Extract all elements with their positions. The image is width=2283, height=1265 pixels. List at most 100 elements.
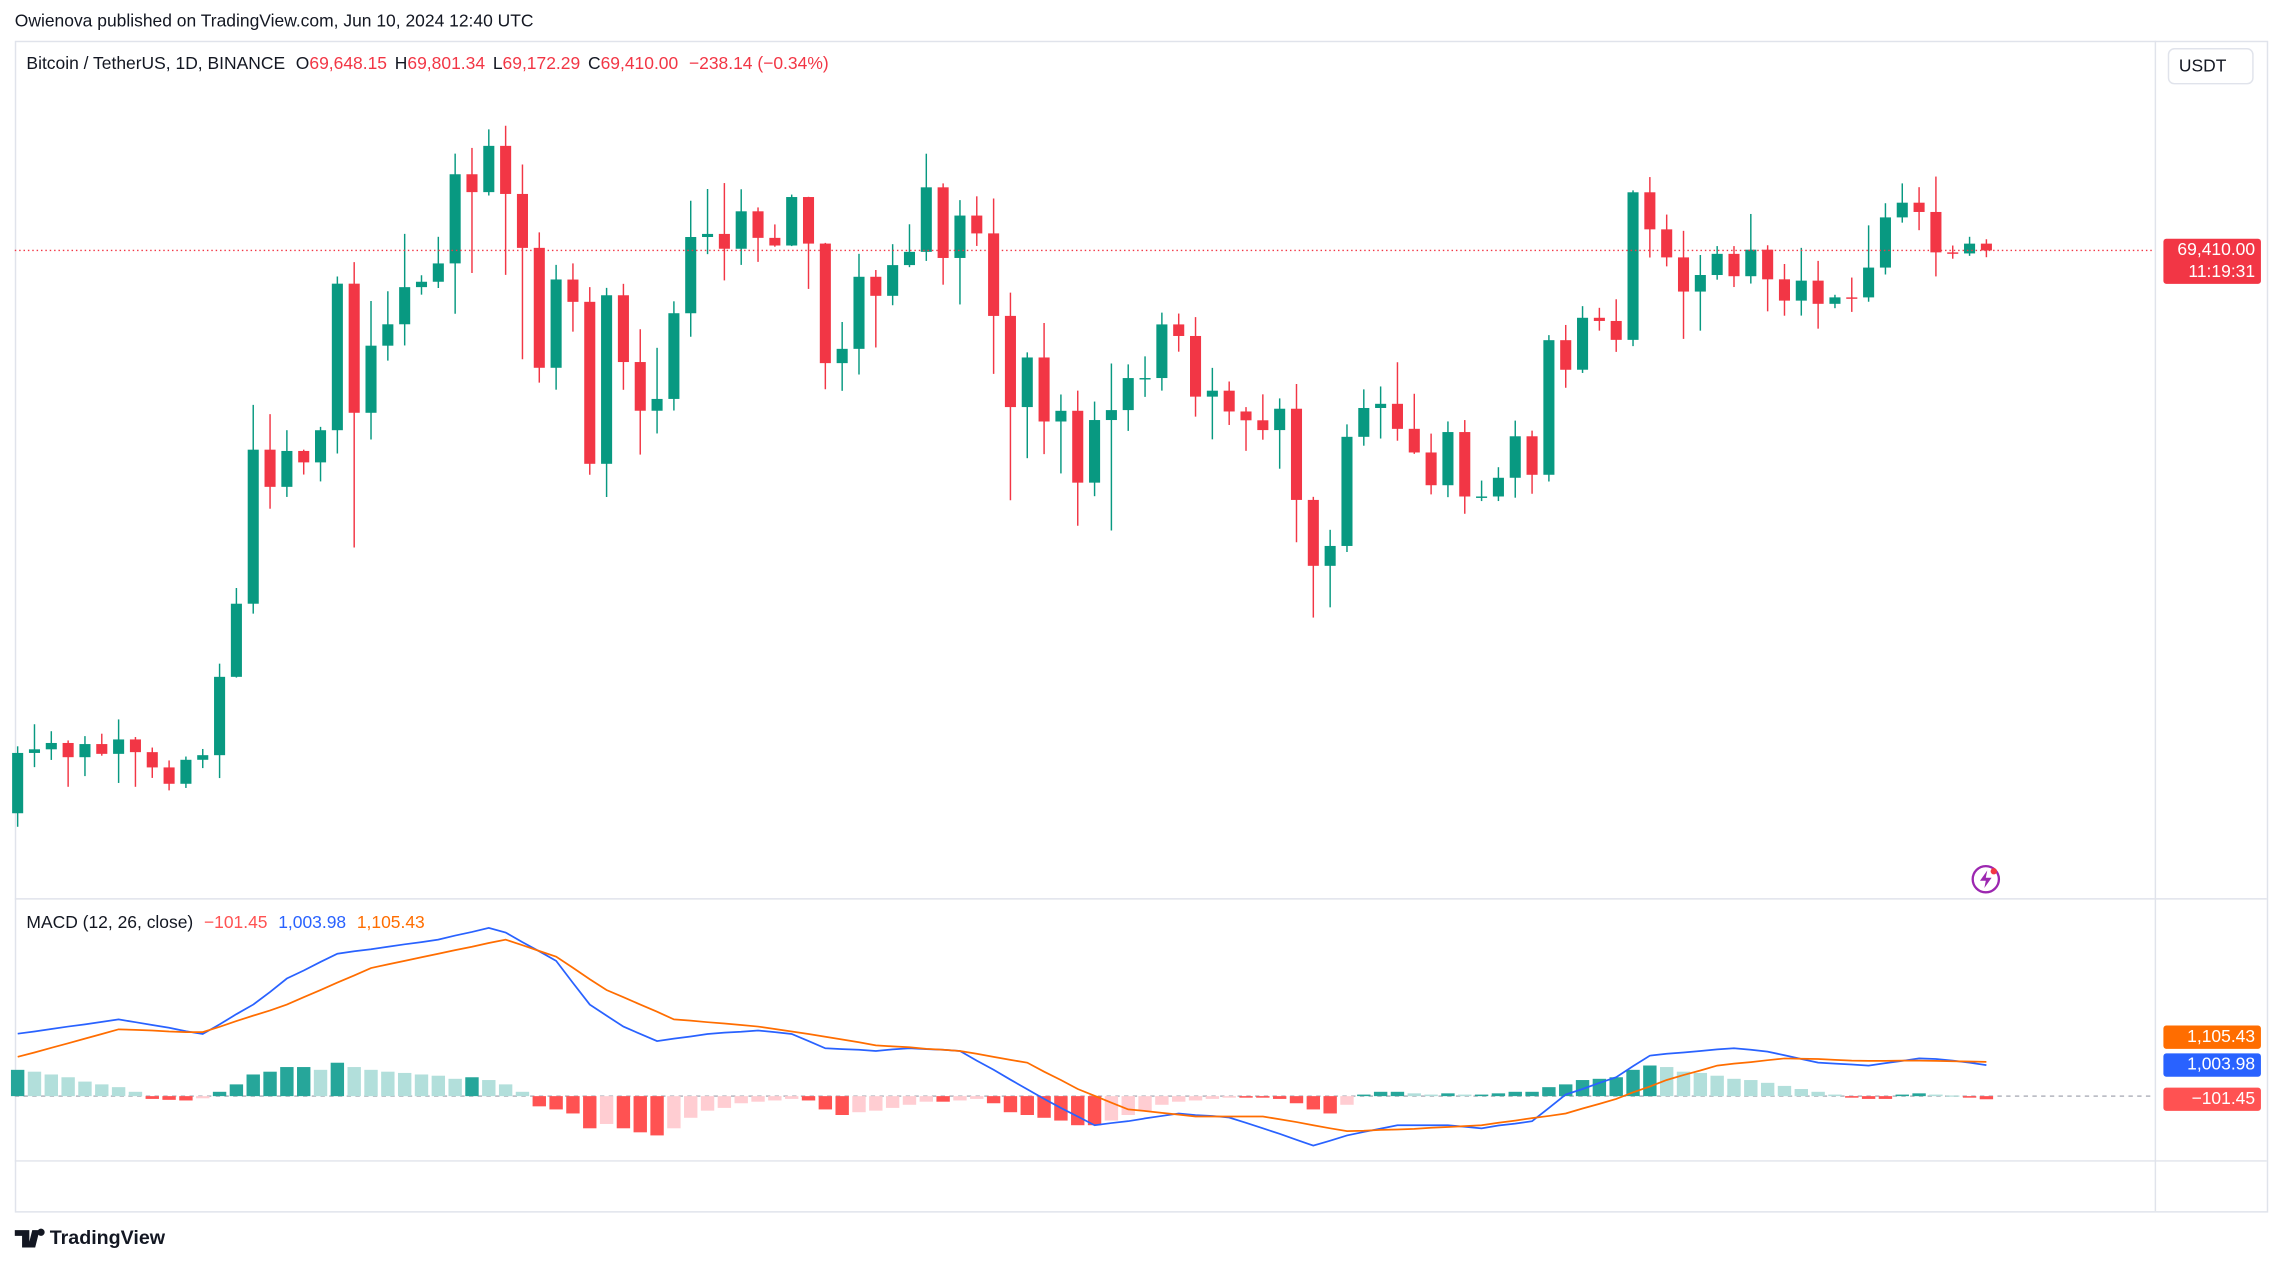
candle-body bbox=[903, 251, 916, 266]
histogram-bar bbox=[1929, 1094, 1943, 1097]
histogram-tag-label: −101.45 bbox=[2192, 1088, 2256, 1108]
candle-body bbox=[533, 247, 545, 368]
symbol-title: Bitcoin / TetherUS, 1D, BINANCE bbox=[26, 53, 285, 73]
histogram-bar bbox=[1424, 1094, 1438, 1097]
candle-body bbox=[702, 233, 714, 238]
histogram-bar bbox=[1323, 1096, 1337, 1114]
signal-value: 1,105.43 bbox=[357, 912, 425, 932]
candle-body bbox=[449, 174, 461, 264]
histogram-bar bbox=[465, 1077, 479, 1097]
histogram-bar bbox=[1306, 1096, 1321, 1110]
candle-body bbox=[1896, 202, 1908, 218]
candle-body bbox=[247, 449, 259, 604]
candle-body bbox=[1257, 420, 1269, 431]
histogram-bar bbox=[1760, 1082, 1775, 1097]
histogram-bar bbox=[768, 1096, 782, 1101]
histogram-bar bbox=[397, 1072, 412, 1097]
histogram-bar bbox=[919, 1096, 933, 1102]
candle-body bbox=[1021, 357, 1033, 408]
histogram-bar bbox=[751, 1096, 765, 1102]
histogram-bar bbox=[1895, 1094, 1909, 1097]
histogram-bar bbox=[1592, 1078, 1607, 1097]
ohlc-value: 69,410.00 bbox=[601, 53, 679, 73]
candle-body bbox=[516, 193, 528, 248]
histogram-bar bbox=[1188, 1096, 1203, 1101]
histogram-bar bbox=[61, 1077, 75, 1097]
histogram-bar bbox=[801, 1096, 816, 1101]
histogram-bar bbox=[196, 1096, 210, 1099]
candle-body bbox=[1105, 410, 1117, 421]
candle-body bbox=[1139, 378, 1151, 380]
candle-body bbox=[1745, 249, 1757, 277]
histogram-bar bbox=[111, 1087, 126, 1097]
candle-body bbox=[12, 752, 24, 814]
histogram-bar bbox=[953, 1096, 967, 1101]
histogram-bar bbox=[684, 1096, 698, 1118]
byline: Owienova published on TradingView.com, J… bbox=[15, 10, 534, 30]
candle-body bbox=[1694, 275, 1706, 292]
histogram-bar bbox=[667, 1096, 681, 1129]
candle-body bbox=[1459, 432, 1471, 497]
histogram-bar bbox=[566, 1096, 580, 1114]
histogram-bar bbox=[1962, 1096, 1977, 1098]
alert-icon[interactable] bbox=[1971, 864, 2001, 894]
currency-button[interactable] bbox=[2167, 48, 2254, 85]
histogram-bar bbox=[818, 1096, 833, 1110]
candle-body bbox=[163, 767, 175, 784]
candle-body bbox=[1980, 243, 1992, 251]
candle-body bbox=[1274, 408, 1286, 431]
candle-body bbox=[1240, 411, 1252, 421]
candle-body bbox=[1173, 324, 1185, 336]
candle-body bbox=[1610, 320, 1622, 340]
candle-body bbox=[920, 187, 932, 252]
candle-body bbox=[954, 215, 966, 258]
histogram-bar bbox=[784, 1096, 799, 1099]
candle-body bbox=[1577, 317, 1589, 370]
candle-body bbox=[62, 742, 74, 758]
histogram-bar bbox=[10, 1069, 25, 1097]
macd-title: MACD (12, 26, close) bbox=[26, 912, 193, 932]
macd-tag-label: 1,003.98 bbox=[2187, 1054, 2255, 1074]
histogram-bar bbox=[1525, 1091, 1539, 1097]
candle-body bbox=[1593, 317, 1605, 321]
histogram-bar bbox=[633, 1096, 647, 1133]
currency-label[interactable]: USDT bbox=[2179, 56, 2227, 76]
candle-body bbox=[382, 324, 394, 346]
histogram-bar bbox=[246, 1074, 260, 1097]
candle-body bbox=[1879, 217, 1891, 268]
candle-body bbox=[887, 265, 899, 296]
ohlc-label: H bbox=[395, 53, 408, 73]
candle-body bbox=[415, 281, 428, 288]
histogram-bar bbox=[1138, 1096, 1152, 1111]
histogram-bar bbox=[1272, 1096, 1287, 1099]
ohlc-value: 69,172.29 bbox=[503, 53, 581, 73]
histogram-bar bbox=[970, 1096, 984, 1099]
candle-body bbox=[1324, 545, 1336, 566]
histogram-bar bbox=[936, 1096, 950, 1102]
histogram-bar bbox=[1777, 1085, 1792, 1097]
histogram-bar bbox=[1121, 1096, 1135, 1115]
candle-body bbox=[1391, 403, 1403, 429]
candle-body bbox=[1829, 297, 1841, 304]
candle-body bbox=[1476, 496, 1488, 498]
candle-body bbox=[1964, 243, 1976, 254]
candle-body bbox=[1408, 428, 1420, 453]
candle-body bbox=[1206, 390, 1218, 397]
histogram-bar bbox=[280, 1067, 294, 1097]
histogram-bar bbox=[1373, 1091, 1388, 1097]
candle-body bbox=[752, 211, 764, 238]
histogram-bar bbox=[1727, 1078, 1741, 1097]
histogram-bar bbox=[1609, 1077, 1623, 1097]
candle-body bbox=[1863, 267, 1875, 298]
ohlc-value: 69,801.34 bbox=[407, 53, 485, 73]
histogram-bar bbox=[1491, 1093, 1506, 1097]
candle-body bbox=[264, 449, 276, 487]
histogram-bar bbox=[532, 1096, 546, 1107]
histogram-bar bbox=[1357, 1094, 1371, 1097]
histogram-bar bbox=[381, 1071, 395, 1097]
histogram-bar bbox=[179, 1096, 193, 1101]
histogram-bar bbox=[78, 1081, 92, 1097]
candle-body bbox=[79, 744, 91, 758]
candle-body bbox=[1089, 420, 1101, 483]
